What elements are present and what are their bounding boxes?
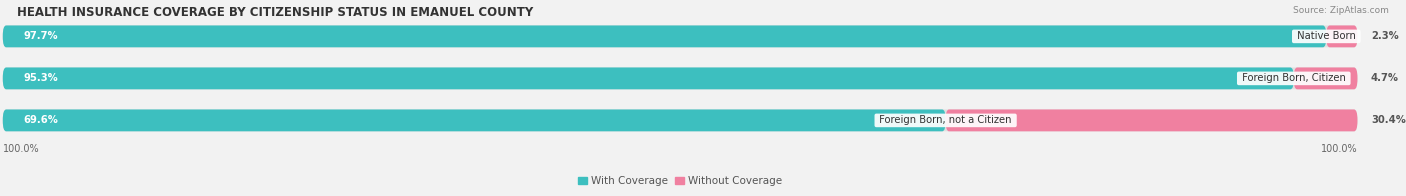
Text: Foreign Born, Citizen: Foreign Born, Citizen <box>1239 73 1348 83</box>
FancyBboxPatch shape <box>3 25 1357 47</box>
FancyBboxPatch shape <box>3 67 1357 89</box>
Text: HEALTH INSURANCE COVERAGE BY CITIZENSHIP STATUS IN EMANUEL COUNTY: HEALTH INSURANCE COVERAGE BY CITIZENSHIP… <box>17 6 533 19</box>
FancyBboxPatch shape <box>3 110 1357 131</box>
Text: 4.7%: 4.7% <box>1371 73 1399 83</box>
FancyBboxPatch shape <box>3 25 1326 47</box>
Text: 97.7%: 97.7% <box>22 31 58 41</box>
Text: Native Born: Native Born <box>1294 31 1358 41</box>
Text: 2.3%: 2.3% <box>1371 31 1399 41</box>
FancyBboxPatch shape <box>3 67 1294 89</box>
Text: Source: ZipAtlas.com: Source: ZipAtlas.com <box>1294 6 1389 15</box>
Text: 69.6%: 69.6% <box>22 115 58 125</box>
Legend: With Coverage, Without Coverage: With Coverage, Without Coverage <box>574 172 786 190</box>
FancyBboxPatch shape <box>946 110 1357 131</box>
FancyBboxPatch shape <box>3 110 946 131</box>
Text: 30.4%: 30.4% <box>1371 115 1406 125</box>
FancyBboxPatch shape <box>1326 25 1357 47</box>
Text: 100.0%: 100.0% <box>3 143 39 153</box>
FancyBboxPatch shape <box>1294 67 1357 89</box>
Text: Foreign Born, not a Citizen: Foreign Born, not a Citizen <box>876 115 1015 125</box>
Text: 100.0%: 100.0% <box>1320 143 1357 153</box>
Text: 95.3%: 95.3% <box>22 73 58 83</box>
